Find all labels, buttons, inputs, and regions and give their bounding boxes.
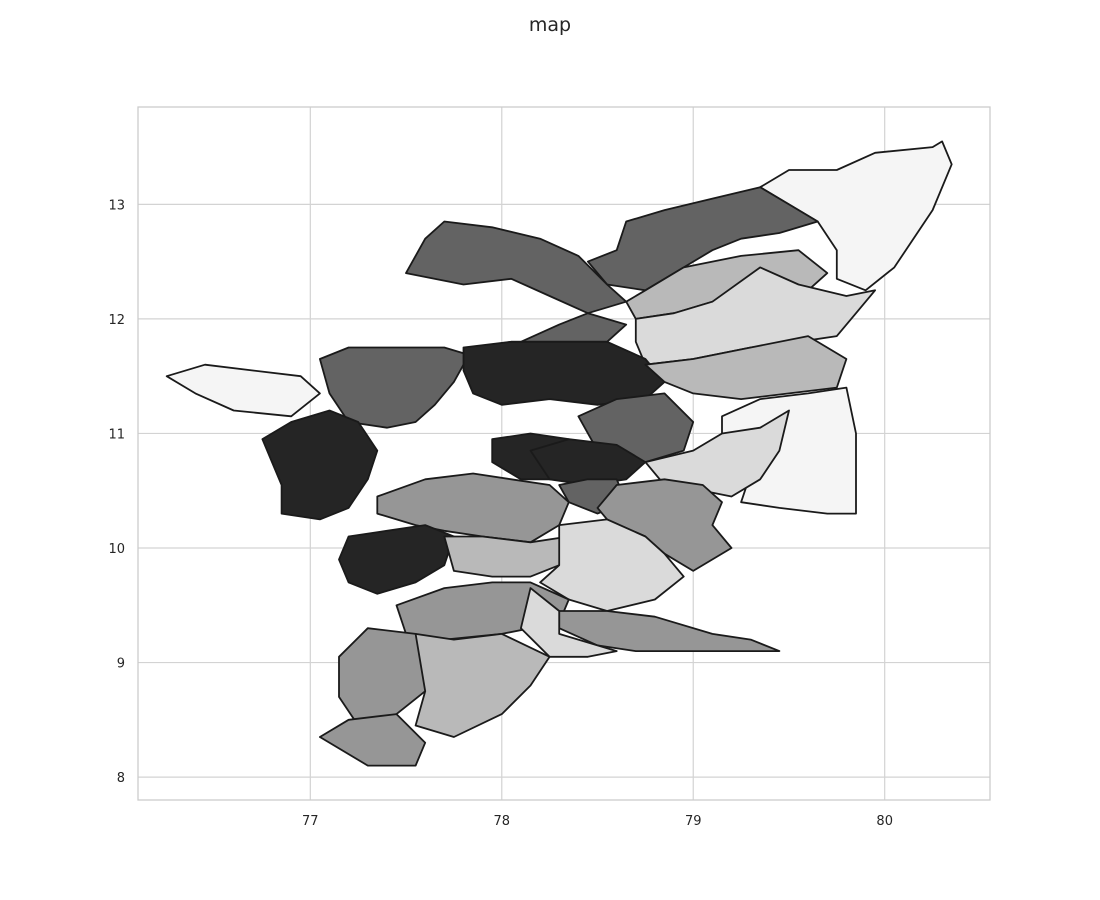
y-tick-label: 13 [108,198,125,213]
district-region [558,610,781,652]
district-region [318,713,427,767]
district-region [520,587,618,658]
y-tick-label: 10 [108,542,125,557]
y-tick-label: 12 [108,313,125,328]
x-tick-label: 78 [494,814,511,829]
district-region [529,438,647,486]
district-region [644,335,848,401]
y-tick-label: 11 [108,427,125,442]
district-region [165,363,321,418]
x-tick-label: 77 [302,814,319,829]
district-region [338,524,455,595]
x-tick-label: 80 [876,814,893,829]
plot-frame [137,106,991,801]
district-region [759,140,953,292]
y-tick-label: 8 [117,771,125,786]
district-region [414,633,551,738]
district-region [405,220,628,315]
district-region [539,518,685,612]
district-region [261,409,379,521]
x-tick-label: 79 [685,814,702,829]
region-layer [165,140,953,767]
tick-layer: 77 78 79 80 8 9 10 11 12 13 [108,198,893,829]
y-tick-label: 9 [117,657,125,672]
district-region [596,478,733,572]
chart-title: map [528,14,572,36]
district-region [587,186,819,292]
